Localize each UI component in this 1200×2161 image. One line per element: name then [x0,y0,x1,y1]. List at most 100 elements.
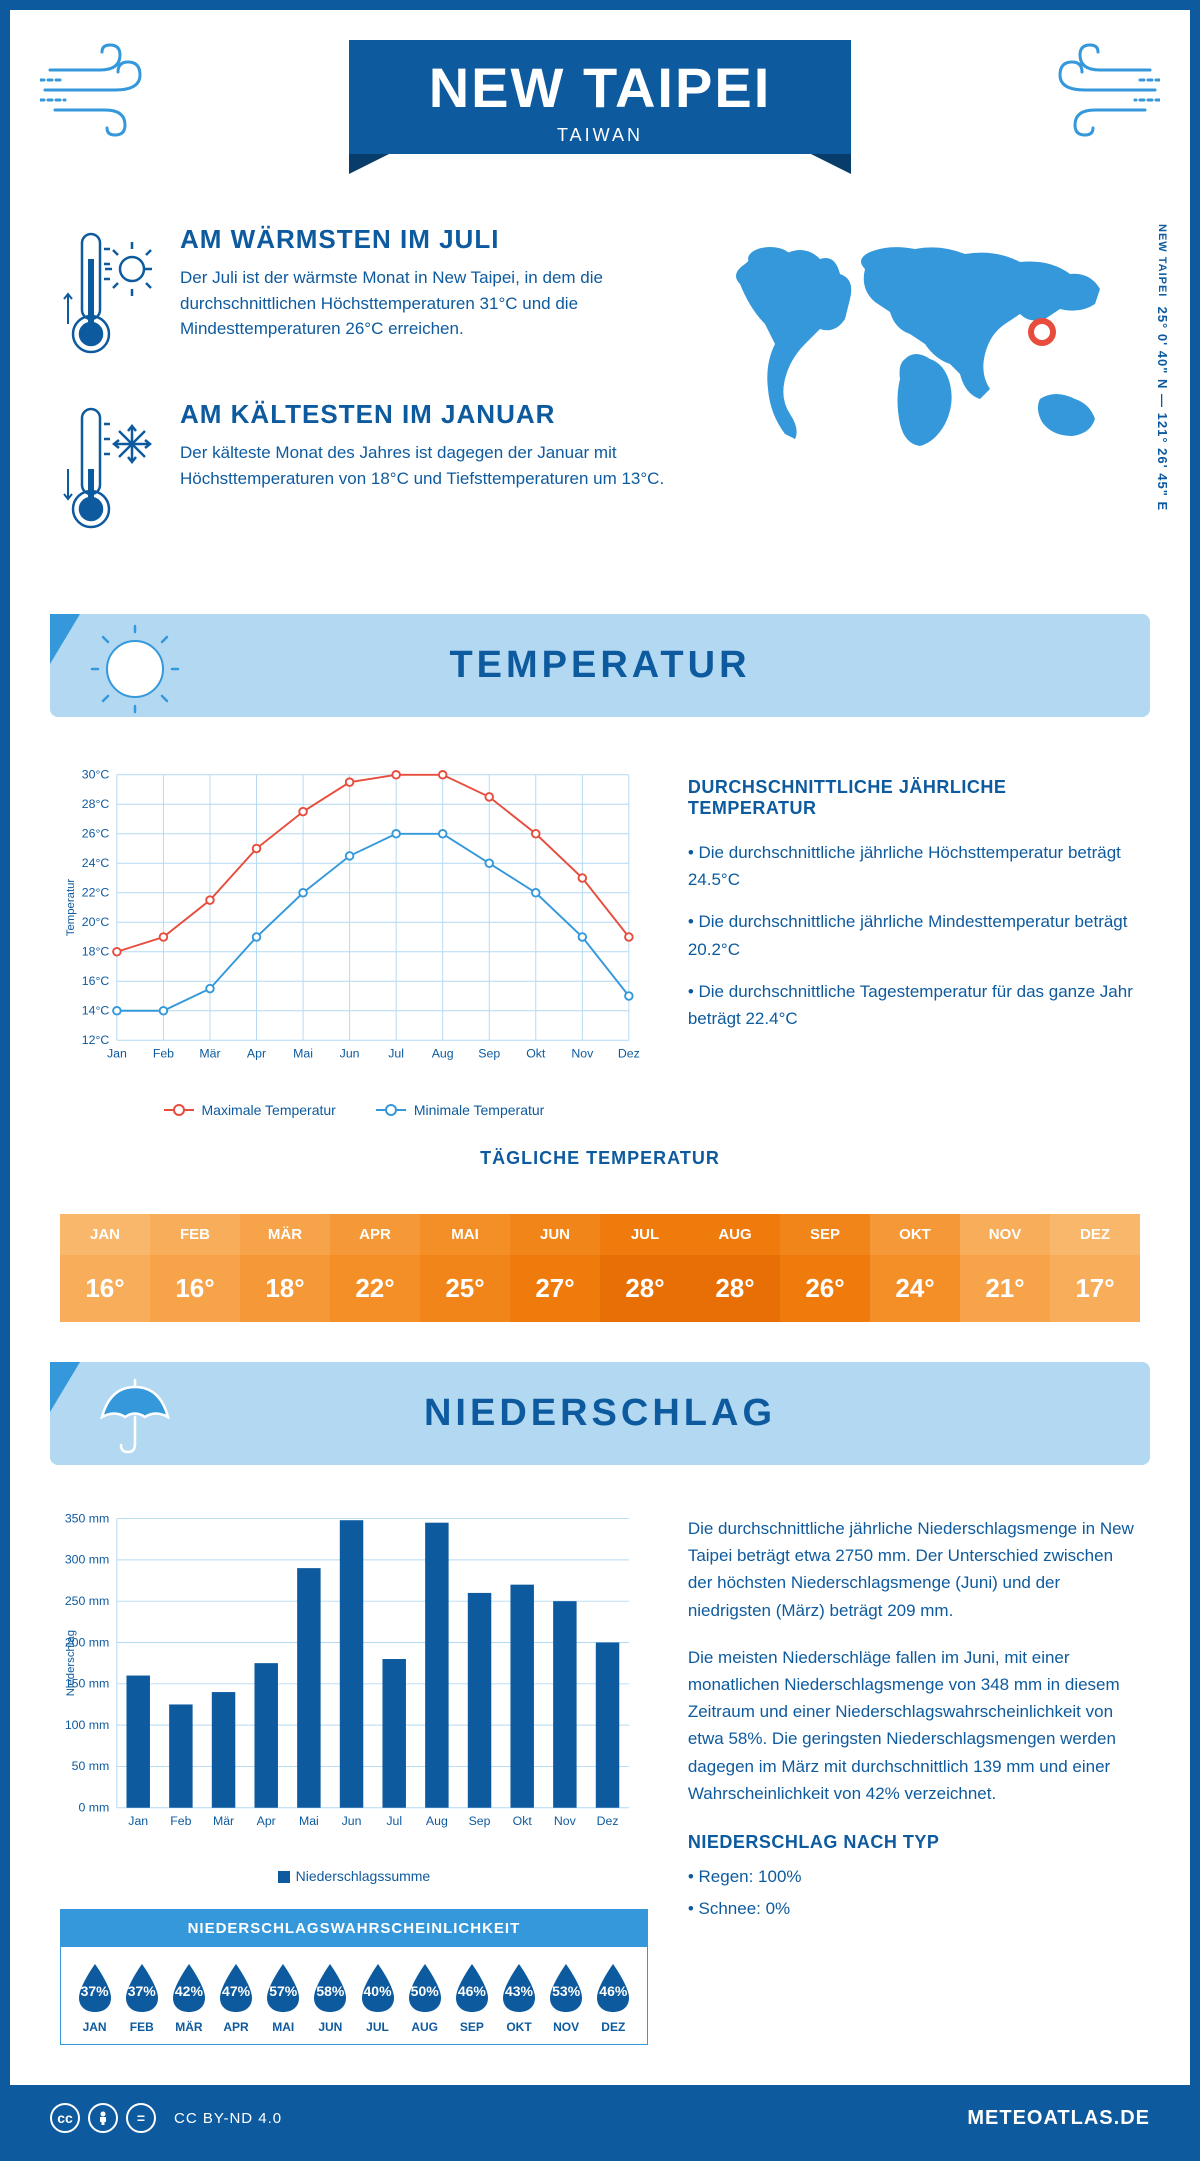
svg-text:28°C: 28°C [82,797,110,811]
legend-max: Maximale Temperatur [164,1102,336,1118]
svg-text:100 mm: 100 mm [65,1718,109,1732]
sun-icon [90,624,180,714]
svg-text:26°C: 26°C [82,827,110,841]
svg-text:Dez: Dez [597,1814,619,1828]
legend-min: Minimale Temperatur [376,1102,544,1118]
city-name: NEW TAIPEI [429,55,772,120]
probability-cell: 47% APR [212,1962,259,2034]
svg-text:Okt: Okt [526,1046,546,1060]
daily-cell: JUL 28° [600,1214,690,1322]
daily-cell: MAI 25° [420,1214,510,1322]
temperature-info: DURCHSCHNITTLICHE JÄHRLICHE TEMPERATUR •… [688,747,1140,1047]
warmest-text: Der Juli ist der wärmste Monat in New Ta… [180,265,670,342]
svg-text:250 mm: 250 mm [65,1594,109,1608]
svg-text:Temperatur: Temperatur [65,879,77,937]
daily-cell: JAN 16° [60,1214,150,1322]
svg-text:Niederschlag: Niederschlag [65,1630,77,1696]
probability-cell: 57% MAI [260,1962,307,2034]
thermometer-cold-icon [60,399,155,539]
raindrop-icon: 46% [592,1962,634,2014]
daily-cell: OKT 24° [870,1214,960,1322]
probability-box: NIEDERSCHLAGSWAHRSCHEINLICHKEIT 37% JAN … [60,1909,648,2045]
raindrop-icon: 37% [74,1962,116,2014]
coordinates: NEW TAIPEI 25° 0' 40" N — 121° 26' 45" E [1155,224,1170,511]
summary-section: AM WÄRMSTEN IM JULI Der Juli ist der wär… [10,204,1190,614]
probability-cell: 58% JUN [307,1962,354,2034]
raindrop-icon: 47% [215,1962,257,2014]
svg-text:30°C: 30°C [82,768,110,782]
umbrella-icon [90,1372,180,1462]
cc-icon: cc [50,2103,80,2133]
svg-text:350 mm: 350 mm [65,1511,109,1525]
probability-title: NIEDERSCHLAGSWAHRSCHEINLICHKEIT [61,1910,647,1947]
precip-legend: Niederschlagssumme [60,1868,648,1884]
raindrop-icon: 50% [404,1962,446,2014]
svg-text:Aug: Aug [426,1814,448,1828]
probability-cell: 37% JAN [71,1962,118,2034]
probability-cell: 53% NOV [543,1962,590,2034]
svg-text:Sep: Sep [469,1814,491,1828]
svg-text:Mär: Mär [213,1814,234,1828]
daily-cell: MÄR 18° [240,1214,330,1322]
wind-icon-left [40,40,170,140]
raindrop-icon: 43% [498,1962,540,2014]
raindrop-icon: 57% [262,1962,304,2014]
precip-type-title: NIEDERSCHLAG NACH TYP [688,1832,1140,1853]
probability-cell: 46% DEZ [590,1962,637,2034]
daily-cell: AUG 28° [690,1214,780,1322]
svg-text:Jun: Jun [340,1046,360,1060]
thermometer-hot-icon [60,224,155,364]
probability-cell: 42% MÄR [165,1962,212,2034]
svg-text:Okt: Okt [513,1814,533,1828]
daily-cell: DEZ 17° [1050,1214,1140,1322]
by-icon [88,2103,118,2133]
precipitation-header: NIEDERSCHLAG [50,1362,1150,1465]
footer-brand: METEOATLAS.DE [967,2107,1150,2130]
svg-text:Jul: Jul [386,1814,402,1828]
svg-text:Apr: Apr [257,1814,276,1828]
wind-icon-right [1030,40,1160,140]
footer: cc = CC BY-ND 4.0 METEOATLAS.DE [10,2085,1190,2151]
svg-text:50 mm: 50 mm [72,1759,110,1773]
precipitation-info: Die durchschnittliche jährliche Niedersc… [688,1495,1140,1942]
title-banner: NEW TAIPEI TAIWAN [349,40,852,154]
coldest-block: AM KÄLTESTEN IM JANUAR Der kälteste Mona… [60,399,670,539]
svg-text:14°C: 14°C [82,1004,110,1018]
svg-text:18°C: 18°C [82,945,110,959]
svg-text:Mai: Mai [293,1046,313,1060]
probability-cell: 43% OKT [495,1962,542,2034]
svg-text:20°C: 20°C [82,915,110,929]
cc-license: cc = CC BY-ND 4.0 [50,2103,282,2133]
probability-cell: 40% JUL [354,1962,401,2034]
warmest-title: AM WÄRMSTEN IM JULI [180,224,670,255]
svg-text:0 mm: 0 mm [79,1801,110,1815]
temp-info-title: DURCHSCHNITTLICHE JÄHRLICHE TEMPERATUR [688,777,1140,819]
svg-text:Jun: Jun [342,1814,362,1828]
temperature-chart: 12°C14°C16°C18°C20°C22°C24°C26°C28°C30°C… [60,747,648,1118]
svg-text:Feb: Feb [153,1046,174,1060]
svg-text:300 mm: 300 mm [65,1553,109,1567]
daily-cell: APR 22° [330,1214,420,1322]
daily-cell: FEB 16° [150,1214,240,1322]
svg-text:22°C: 22°C [82,886,110,900]
svg-text:16°C: 16°C [82,974,110,988]
daily-temperature-table: JAN 16° FEB 16° MÄR 18° APR 22° MAI 25° … [60,1214,1140,1322]
daily-cell: SEP 26° [780,1214,870,1322]
temperature-title: TEMPERATUR [50,644,1150,687]
probability-cell: 37% FEB [118,1962,165,2034]
precipitation-title: NIEDERSCHLAG [50,1392,1150,1435]
coldest-text: Der kälteste Monat des Jahres ist dagege… [180,440,670,491]
header: NEW TAIPEI TAIWAN [10,10,1190,204]
svg-text:Nov: Nov [571,1046,594,1060]
svg-text:Jan: Jan [107,1046,127,1060]
precipitation-chart: 0 mm50 mm100 mm150 mm200 mm250 mm300 mm3… [60,1495,648,1884]
svg-text:Mär: Mär [199,1046,220,1060]
world-map: NEW TAIPEI 25° 0' 40" N — 121° 26' 45" E [710,224,1140,574]
daily-temp-title: TÄGLICHE TEMPERATUR [60,1148,1140,1169]
svg-text:Dez: Dez [618,1046,640,1060]
temperature-header: TEMPERATUR [50,614,1150,717]
svg-text:Feb: Feb [170,1814,191,1828]
raindrop-icon: 37% [121,1962,163,2014]
svg-text:Nov: Nov [554,1814,577,1828]
country-name: TAIWAN [429,125,772,146]
